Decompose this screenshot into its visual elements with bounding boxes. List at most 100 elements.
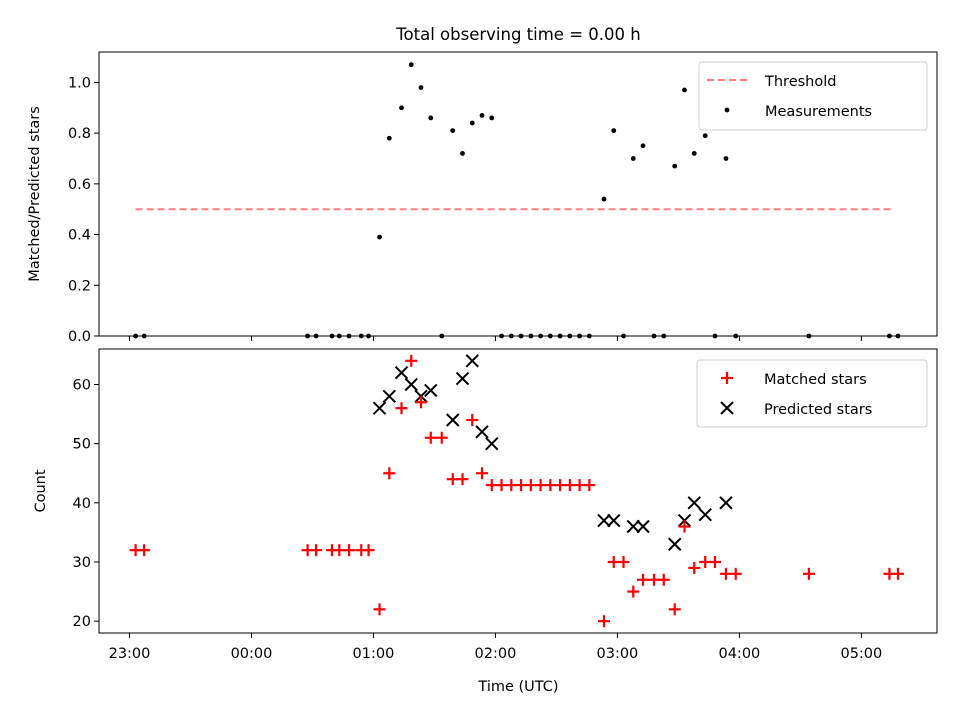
matched-star-marker: [678, 520, 691, 533]
predicted-star-marker: [475, 425, 489, 439]
top-chart-y-label: Matched/Predicted stars: [27, 106, 43, 282]
matched-star-marker: [435, 431, 448, 444]
predicted-star-stroke: [475, 425, 489, 439]
predicted-star-stroke: [687, 496, 701, 510]
measurement-point: [601, 196, 607, 202]
measurement-point: [611, 128, 617, 134]
predicted-star-stroke: [626, 519, 640, 534]
matched-star-marker: [657, 573, 670, 586]
predicted-star-stroke: [668, 537, 682, 551]
bottom-x-tick-label: 02:00: [475, 646, 517, 662]
predicted-stars-legend-swatch: [720, 401, 734, 415]
bottom-x-tick-label: 05:00: [840, 646, 882, 662]
matched-star-marker: [395, 402, 408, 415]
bottom-x-tick-label: 23:00: [109, 646, 151, 662]
bottom-x-tick-label: 04:00: [718, 646, 760, 662]
measurement-point: [469, 120, 475, 126]
predicted-star-stroke: [394, 365, 409, 380]
bottom-y-tick-label: 40: [73, 496, 91, 512]
top-y-tick-label: 1.0: [68, 75, 91, 91]
bottom-chart-legend: Matched stars Predicted stars: [696, 359, 928, 428]
matched-stars-legend-label: Matched stars: [764, 372, 867, 388]
measurement-point: [723, 156, 729, 161]
predicted-star-marker: [698, 507, 712, 522]
measurement-point: [418, 85, 424, 90]
predicted-star-stroke: [719, 496, 733, 510]
bottom-chart-legend-box: [696, 359, 928, 428]
measurement-point: [682, 87, 687, 93]
top-y-tick-label: 0.8: [68, 126, 91, 142]
measurement-point: [460, 151, 465, 156]
matched-stars-legend-swatch: [721, 372, 733, 384]
top-chart-y-axis: 0.0 0.2 0.4 0.6 0.8 1.0: [68, 75, 99, 345]
matched-star-marker: [138, 544, 151, 557]
predicted-star-stroke: [597, 513, 611, 528]
bottom-y-tick-label: 30: [73, 555, 91, 571]
bottom-chart-x-label: Time (UTC): [477, 679, 558, 695]
predicted-star-marker: [394, 365, 409, 380]
measurement-point: [479, 112, 485, 118]
matched-star-marker: [466, 414, 479, 426]
top-chart: 0.0 0.2 0.4 0.6 0.8 1.0 Matched/Predicted sta…: [27, 51, 938, 345]
matched-star-marker: [415, 396, 428, 409]
top-chart-x-ticks: [128, 336, 862, 341]
measurement-point: [377, 234, 382, 240]
matched-star-marker: [708, 556, 721, 568]
measurement-point: [640, 143, 646, 149]
matched-star-marker: [597, 615, 610, 628]
measurements-legend-swatch: [724, 107, 730, 113]
matched-star-marker: [373, 603, 386, 616]
predicted-star-marker: [485, 436, 499, 451]
predicted-star-stroke: [455, 371, 470, 386]
predicted-star-stroke: [465, 354, 479, 368]
measurements-legend-label: Measurements: [765, 104, 872, 120]
matched-star-marker: [688, 561, 701, 574]
predicted-star-marker: [382, 389, 397, 404]
matched-star-marker: [891, 567, 904, 580]
matched-star-marker: [802, 567, 815, 580]
top-chart-legend: Threshold Measurements: [698, 61, 928, 131]
measurement-point: [672, 163, 678, 169]
measurement-point: [630, 156, 636, 161]
measurement-point: [408, 62, 414, 68]
matched-star-marker: [627, 585, 640, 598]
predicted-star-stroke: [382, 389, 397, 404]
measurement-point: [450, 128, 456, 134]
predicted-star-stroke: [607, 513, 621, 528]
matched-star-marker: [343, 544, 356, 557]
top-chart-legend-box: [698, 61, 928, 131]
top-y-tick-label: 0.4: [68, 228, 91, 244]
predicted-star-stroke: [404, 377, 418, 392]
measurement-point: [428, 115, 434, 121]
top-chart-title: Total observing time = 0.00 h: [395, 25, 640, 44]
predicted-star-marker: [607, 513, 621, 528]
predicted-star-stroke: [636, 519, 650, 534]
bottom-y-tick-label: 50: [73, 437, 91, 453]
matched-star-marker: [362, 544, 375, 557]
predicted-star-marker: [597, 513, 611, 528]
matched-star-marker: [617, 556, 630, 568]
threshold-legend-label: Threshold: [764, 74, 836, 90]
top-chart-frame: [98, 51, 938, 337]
bottom-chart-y-axis: 20 30 40 50 60: [73, 378, 99, 630]
predicted-star-marker: [446, 413, 460, 427]
matched-star-marker: [583, 479, 596, 492]
bottom-chart-x-axis: 23:00 00:00 01:00 02:00 03:00 04:00 05:00: [109, 633, 882, 662]
top-y-tick-label: 0.6: [68, 177, 91, 193]
predicted-star-stroke: [485, 436, 499, 451]
top-y-tick-label: 0.0: [68, 329, 91, 345]
matched-star-marker: [310, 544, 323, 557]
matched-star-marker: [456, 473, 469, 486]
predicted-star-stroke: [698, 507, 712, 522]
matched-star-marker: [405, 354, 418, 367]
predicted-star-stroke: [446, 413, 460, 427]
bottom-y-tick-label: 20: [73, 614, 91, 630]
measurement-point: [386, 135, 392, 141]
predicted-star-marker: [636, 519, 650, 534]
predicted-star-marker: [424, 383, 438, 398]
matched-star-marker: [476, 467, 489, 480]
predicted-stars-legend-label: Predicted stars: [764, 402, 872, 418]
bottom-chart-y-label: Count: [33, 469, 49, 512]
bottom-x-tick-label: 03:00: [597, 646, 639, 662]
